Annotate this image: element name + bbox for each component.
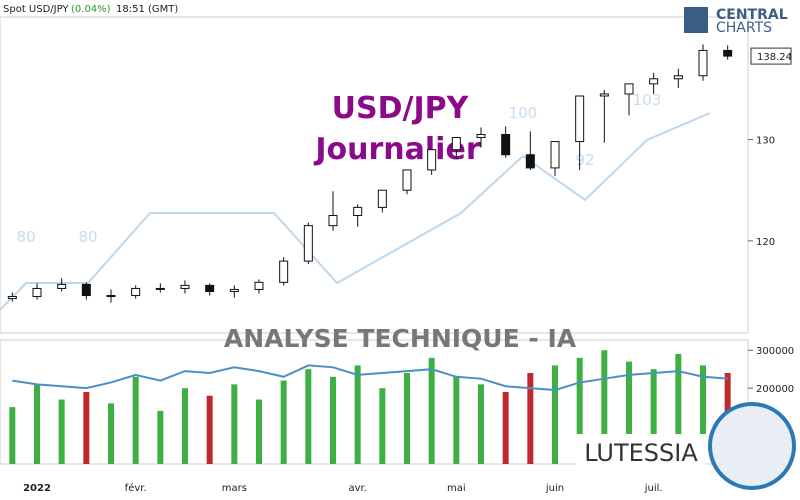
y-tick-label: 130: [756, 136, 775, 147]
volume-bar: [453, 376, 460, 464]
volume-bar: [34, 384, 40, 464]
volume-bar: [552, 365, 558, 464]
logo-icon: [684, 7, 708, 33]
volume-bar: [256, 399, 262, 464]
candle-body: [649, 78, 659, 85]
volume-bar: [83, 391, 90, 464]
volume-bar: [354, 365, 361, 464]
x-tick-label: juin: [545, 483, 564, 494]
time: 18:51 (GMT): [116, 4, 178, 15]
volume-bar: [305, 369, 312, 464]
last-price-box: [750, 47, 792, 65]
volume-bar: [379, 388, 386, 464]
candle-body: [106, 295, 116, 298]
score: 103: [633, 91, 662, 109]
volume-bar: [206, 395, 213, 464]
volume-bar: [700, 365, 706, 464]
volume-bar: [576, 357, 583, 464]
candle-body: [451, 137, 461, 151]
candle-body: [427, 149, 437, 171]
volume-bar: [626, 361, 632, 464]
volume-bar: [58, 399, 65, 464]
candle-body: [698, 49, 708, 77]
watermark-line: [0, 112, 711, 311]
volume-bar: [428, 357, 435, 464]
candle-body: [377, 189, 387, 208]
score: 100: [509, 104, 538, 122]
volume-bar: [157, 410, 164, 464]
candle-body: [131, 287, 141, 297]
watermark-title: USD/JPY: [332, 91, 470, 126]
candle-body: [32, 287, 42, 298]
candle-body: [205, 284, 215, 292]
candle-body: [476, 133, 486, 139]
candle-body: [303, 225, 313, 262]
instrument: Spot USD/JPY: [3, 4, 69, 15]
candle-body: [81, 283, 91, 297]
candle-body: [7, 296, 17, 300]
x-tick-label: févr.: [125, 482, 147, 494]
price-panel: [0, 16, 749, 334]
brand: LUTESSIA: [584, 439, 698, 467]
candle-body: [402, 169, 412, 191]
candle-body: [254, 281, 264, 290]
candle-body: [229, 288, 239, 292]
volume-bar: [675, 354, 682, 464]
logo-bottom: CHARTS: [716, 20, 772, 36]
volume-bar: [502, 391, 509, 464]
candle-body: [673, 75, 683, 80]
candle-body: [57, 283, 67, 289]
candle-body: [180, 284, 190, 289]
candle-body: [575, 95, 585, 143]
score: 80: [16, 228, 35, 246]
x-tick-label: mai: [447, 483, 466, 494]
score: 80: [78, 228, 97, 246]
avatar: [708, 402, 796, 490]
volume-bar: [330, 376, 336, 464]
y-tick-label: 120: [756, 237, 775, 248]
candle-body: [279, 260, 289, 283]
volume-average: [12, 364, 728, 392]
candle-body: [501, 133, 511, 156]
x-tick-label: avr.: [348, 483, 366, 494]
candle-body: [550, 141, 560, 169]
candle-body: [599, 93, 609, 97]
x-tick-label: juil.: [644, 483, 663, 494]
candle-body: [155, 287, 165, 290]
y-tick-label: 300000: [756, 346, 794, 357]
volume-bar: [527, 372, 534, 464]
volume-bar: [601, 350, 608, 464]
volume-bar: [478, 384, 484, 464]
candle-body: [525, 154, 535, 169]
last-price: 138.24: [757, 52, 792, 63]
candle-body: [624, 83, 634, 95]
volume-bar: [650, 369, 657, 464]
x-tick-label: mars: [222, 483, 247, 494]
volume-bar: [108, 403, 114, 464]
candle-body: [353, 206, 363, 217]
candle-body: [328, 215, 338, 227]
volume-bar: [280, 380, 287, 464]
volume-bar: [9, 407, 16, 464]
volume-bar: [182, 388, 188, 464]
brand-box: [576, 434, 706, 470]
candle-body: [723, 49, 733, 57]
x-tick-label: 2022: [23, 483, 51, 494]
logo-top: CENTRAL: [716, 7, 788, 23]
score: 92: [575, 151, 594, 169]
volume-bar: [132, 376, 139, 464]
y-tick-label: 200000: [756, 384, 794, 395]
change: (0.04%): [71, 4, 111, 15]
volume-bar: [231, 384, 238, 464]
banner: ANALYSE TECHNIQUE - IA: [224, 324, 577, 353]
volume-bar: [404, 372, 410, 464]
